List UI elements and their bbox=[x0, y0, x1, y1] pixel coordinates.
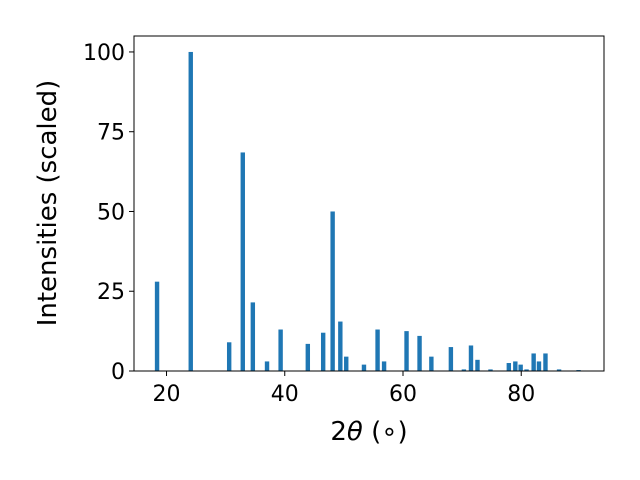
bar bbox=[330, 211, 335, 371]
bar bbox=[240, 152, 245, 371]
bar bbox=[461, 369, 467, 371]
x-tick-label: 20 bbox=[153, 382, 181, 407]
bar bbox=[524, 369, 529, 371]
bar bbox=[536, 361, 542, 371]
bar bbox=[154, 281, 160, 371]
x-tick-label: 60 bbox=[389, 382, 417, 407]
bar bbox=[226, 342, 232, 371]
bar bbox=[417, 335, 422, 371]
bar bbox=[320, 332, 326, 371]
bar bbox=[361, 364, 367, 371]
bar bbox=[531, 353, 536, 371]
bar bbox=[404, 331, 409, 371]
bar bbox=[518, 364, 523, 371]
bar bbox=[475, 359, 480, 371]
bar bbox=[278, 329, 283, 371]
bar bbox=[488, 369, 493, 371]
bar bbox=[305, 343, 311, 371]
bar bbox=[344, 356, 349, 371]
bars-layer bbox=[154, 51, 581, 371]
bar bbox=[448, 347, 454, 371]
y-tick-label: 75 bbox=[97, 121, 125, 146]
x-axis-label-theta: θ bbox=[347, 417, 363, 447]
x-tick-label: 80 bbox=[507, 382, 535, 407]
y-axis-label: Intensities (scaled) bbox=[33, 80, 63, 327]
bar bbox=[381, 361, 387, 371]
bar bbox=[264, 361, 270, 371]
bar bbox=[338, 321, 343, 371]
bar bbox=[513, 361, 518, 371]
x-axis-label-unit: (∘) bbox=[363, 417, 408, 447]
bar bbox=[543, 353, 548, 371]
bar bbox=[188, 51, 193, 371]
bar bbox=[250, 302, 256, 371]
y-tick-label: 100 bbox=[83, 41, 125, 66]
x-axis-label-main: 2 bbox=[330, 417, 347, 447]
plot-frame bbox=[133, 35, 605, 372]
bar bbox=[375, 329, 380, 371]
y-tick-label: 50 bbox=[97, 200, 125, 225]
ticks-layer: 20 40 60 80 0 25 50 75 100 bbox=[83, 41, 535, 407]
bar bbox=[506, 363, 512, 371]
x-tick-label: 40 bbox=[271, 382, 299, 407]
y-tick-label: 25 bbox=[97, 280, 125, 305]
bar bbox=[429, 356, 434, 371]
bar bbox=[468, 345, 474, 371]
bar bbox=[556, 369, 562, 371]
y-tick-label: 0 bbox=[111, 360, 125, 385]
x-axis-label: 2θ (∘) bbox=[330, 417, 407, 447]
